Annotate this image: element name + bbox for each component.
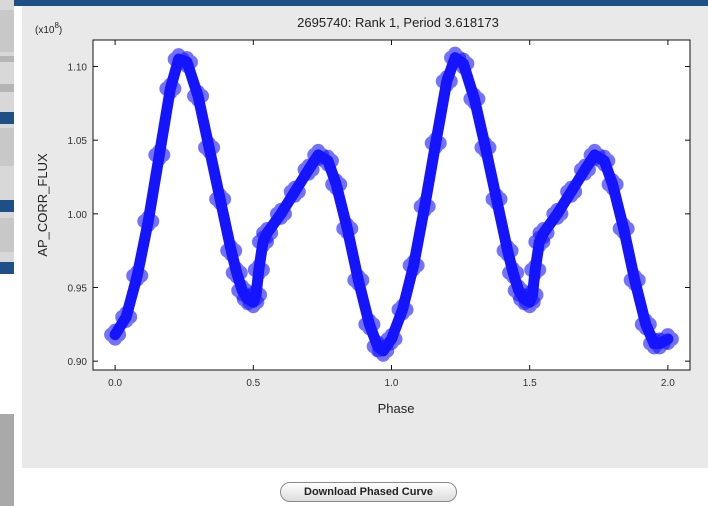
sidebar-item[interactable] — [0, 56, 14, 62]
data-point — [612, 217, 635, 240]
data-points — [104, 46, 679, 362]
data-point — [209, 188, 232, 211]
data-point — [402, 254, 425, 277]
sidebar-item-active[interactable] — [0, 200, 14, 212]
data-point — [623, 269, 646, 292]
sidebar-item[interactable] — [0, 218, 14, 252]
data-point — [187, 84, 210, 107]
x-tick-label: 0.0 — [108, 378, 122, 389]
data-point — [297, 158, 320, 181]
data-point — [546, 202, 569, 225]
sidebar-item-active[interactable] — [0, 262, 14, 274]
x-tick-label: 1.0 — [385, 378, 399, 389]
x-tick-label: 0.5 — [246, 378, 260, 389]
y-tick-label: 1.00 — [68, 210, 88, 221]
data-point — [115, 305, 138, 328]
header-bar — [14, 0, 708, 6]
data-point — [372, 339, 395, 362]
data-point — [452, 52, 475, 75]
data-point — [656, 328, 679, 351]
data-point — [245, 283, 268, 306]
data-point — [269, 202, 292, 225]
data-point — [126, 264, 149, 287]
data-point — [463, 87, 486, 110]
data-point — [137, 210, 160, 233]
axis-ticks: 0.0 0.5 1.0 1.5 2.0 0.90 0.95 1.00 1.05 1.10 — [68, 40, 690, 389]
sidebar-item[interactable] — [0, 10, 14, 52]
y-axis-label: AP_CORR_FLUX — [35, 153, 50, 257]
data-point — [601, 173, 624, 196]
data-point — [225, 261, 248, 284]
data-point — [347, 269, 370, 292]
data-point — [532, 221, 555, 244]
plot-area — [92, 39, 691, 371]
data-point — [247, 258, 270, 281]
x-axis-label: Phase — [378, 401, 415, 416]
data-point — [593, 149, 616, 172]
data-point — [336, 217, 359, 240]
y-tick-label: 0.90 — [68, 357, 88, 368]
sidebar-item — [0, 274, 14, 414]
data-point — [424, 132, 447, 155]
data-point — [502, 261, 525, 284]
sidebar-item[interactable] — [0, 128, 14, 166]
data-point — [316, 149, 339, 172]
data-point — [435, 70, 458, 93]
data-point — [521, 283, 544, 306]
data-point — [485, 188, 508, 211]
data-point — [159, 77, 182, 100]
data-point — [220, 239, 243, 262]
y-multiplier-label: (x108) — [35, 21, 62, 36]
sidebar-item — [0, 414, 14, 506]
y-tick-label: 1.05 — [68, 136, 88, 147]
data-point — [148, 143, 171, 166]
data-point — [283, 180, 306, 203]
download-phased-curve-button[interactable]: Download Phased Curve — [280, 482, 457, 502]
x-tick-label: 1.5 — [523, 378, 537, 389]
data-point — [175, 51, 198, 74]
data-point — [325, 173, 348, 196]
chart-title: 2695740: Rank 1, Period 3.618173 — [297, 15, 499, 30]
y-tick-label: 1.10 — [68, 63, 88, 74]
data-point — [634, 313, 657, 336]
data-point — [358, 313, 381, 336]
data-point — [391, 298, 414, 321]
x-tick-label: 2.0 — [661, 378, 675, 389]
data-point — [413, 195, 436, 218]
data-point — [474, 136, 497, 159]
data-point — [524, 258, 547, 281]
y-tick-label: 0.95 — [68, 284, 88, 295]
data-point — [496, 239, 519, 262]
data-point — [198, 136, 221, 159]
data-point — [104, 323, 127, 346]
data-point — [573, 158, 596, 181]
sidebar-item-active[interactable] — [0, 112, 14, 124]
data-point — [560, 180, 583, 203]
data-point — [256, 221, 279, 244]
sidebar-item[interactable] — [0, 84, 14, 92]
sidebar-strip — [0, 0, 14, 506]
data-point — [380, 328, 403, 351]
